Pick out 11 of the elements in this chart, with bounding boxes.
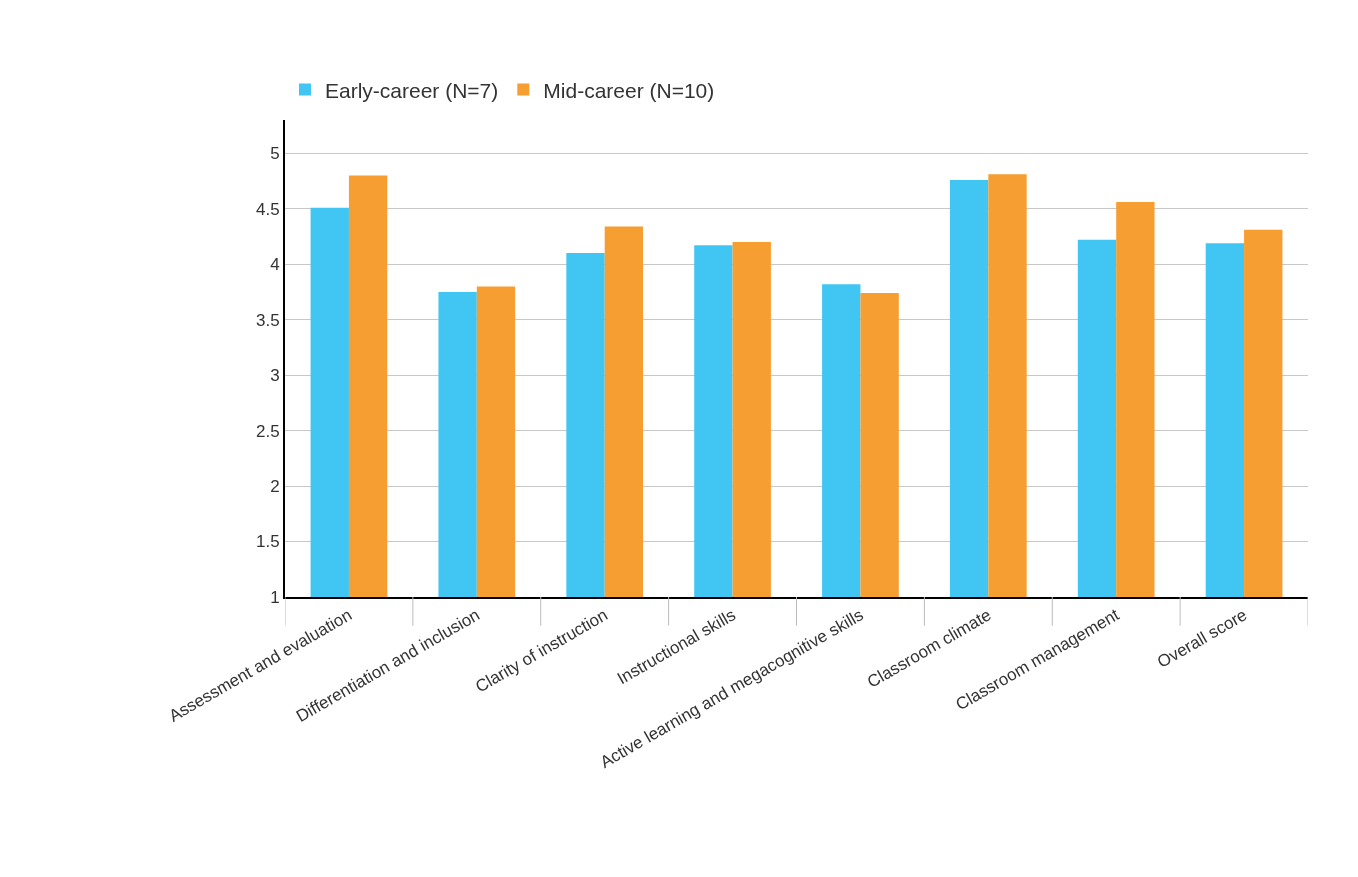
y-tick-label: 5 (270, 144, 280, 164)
y-tick-label: 3 (270, 366, 280, 386)
y-tick-label: 2.5 (255, 421, 280, 441)
y-tick-label: 1.5 (255, 532, 280, 552)
legend-label: Mid-career (N=10) (543, 78, 715, 102)
y-tick-label: 3.5 (255, 310, 280, 330)
y-tick-label: 4 (270, 255, 280, 275)
legend-label: Early-career (N=7) (325, 78, 499, 102)
y-tick-label: 2 (270, 477, 280, 497)
y-tick-label: 4.5 (255, 199, 280, 219)
y-tick-label: 1 (270, 587, 280, 607)
